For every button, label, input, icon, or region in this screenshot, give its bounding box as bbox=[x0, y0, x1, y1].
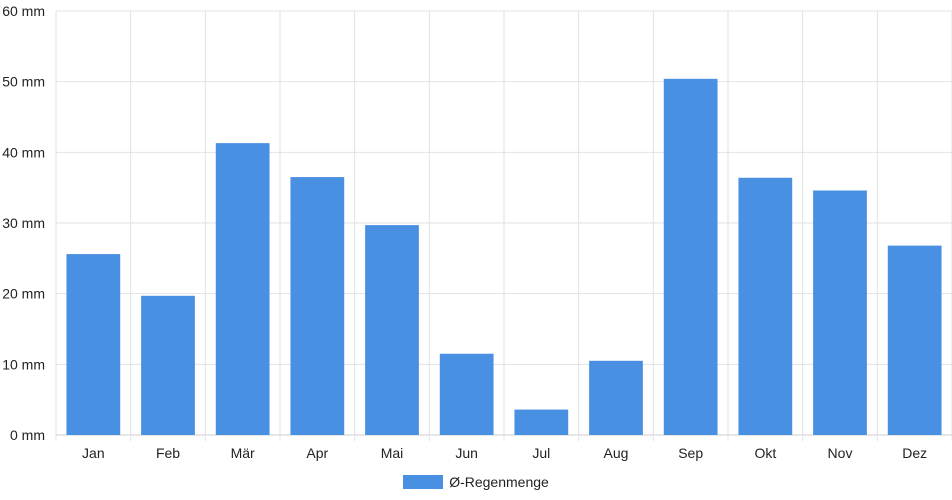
y-tick-label: 0 mm bbox=[10, 427, 45, 443]
y-tick-label: 10 mm bbox=[2, 356, 45, 372]
bar-layer bbox=[66, 78, 942, 436]
x-tick-label: Nov bbox=[828, 445, 853, 461]
bar-mär[interactable] bbox=[215, 143, 270, 435]
x-tick-label: Dez bbox=[902, 445, 927, 461]
x-tick-label: Mai bbox=[381, 445, 404, 461]
y-tick-label: 30 mm bbox=[2, 215, 45, 231]
y-tick-label: 20 mm bbox=[2, 286, 45, 302]
bar-aug[interactable] bbox=[589, 360, 643, 435]
x-tick-label: Apr bbox=[306, 445, 328, 461]
x-tick-label: Jan bbox=[82, 445, 105, 461]
bar-jun[interactable] bbox=[439, 353, 494, 435]
x-tick-label: Jul bbox=[532, 445, 550, 461]
y-tick-label: 40 mm bbox=[2, 144, 45, 160]
x-axis-ticks: Jan Feb Mär Apr Mai Jun Jul Aug Sep Okt Nov Dez bbox=[82, 445, 927, 461]
bar-jul[interactable] bbox=[514, 409, 569, 435]
y-tick-label: 50 mm bbox=[2, 74, 45, 90]
y-axis-ticks: 0 mm 10 mm 20 mm 30 mm 40 mm 50 mm 60 mm bbox=[2, 3, 45, 443]
legend-label: Ø-Regenmenge bbox=[449, 474, 549, 490]
bar-jan[interactable] bbox=[66, 254, 121, 435]
grid-layer bbox=[55, 10, 952, 441]
bar-mai[interactable] bbox=[365, 225, 419, 435]
bar-feb[interactable] bbox=[141, 295, 195, 435]
bar-okt[interactable] bbox=[738, 177, 793, 436]
bar-sep[interactable] bbox=[663, 78, 718, 435]
y-tick-label: 60 mm bbox=[2, 3, 45, 19]
x-tick-label: Okt bbox=[754, 445, 776, 461]
legend[interactable]: Ø-Regenmenge bbox=[0, 473, 952, 491]
legend-swatch bbox=[403, 475, 444, 489]
x-tick-label: Jun bbox=[455, 445, 478, 461]
chart-canvas: 0 mm 10 mm 20 mm 30 mm 40 mm 50 mm 60 mm Jan Fe… bbox=[2, 3, 952, 461]
x-tick-label: Mär bbox=[231, 445, 255, 461]
bar-nov[interactable] bbox=[813, 190, 867, 435]
x-tick-label: Feb bbox=[156, 445, 180, 461]
x-tick-label: Aug bbox=[604, 445, 629, 461]
bar-dez[interactable] bbox=[887, 245, 942, 435]
bar-apr[interactable] bbox=[290, 177, 345, 436]
x-tick-label: Sep bbox=[678, 445, 703, 461]
